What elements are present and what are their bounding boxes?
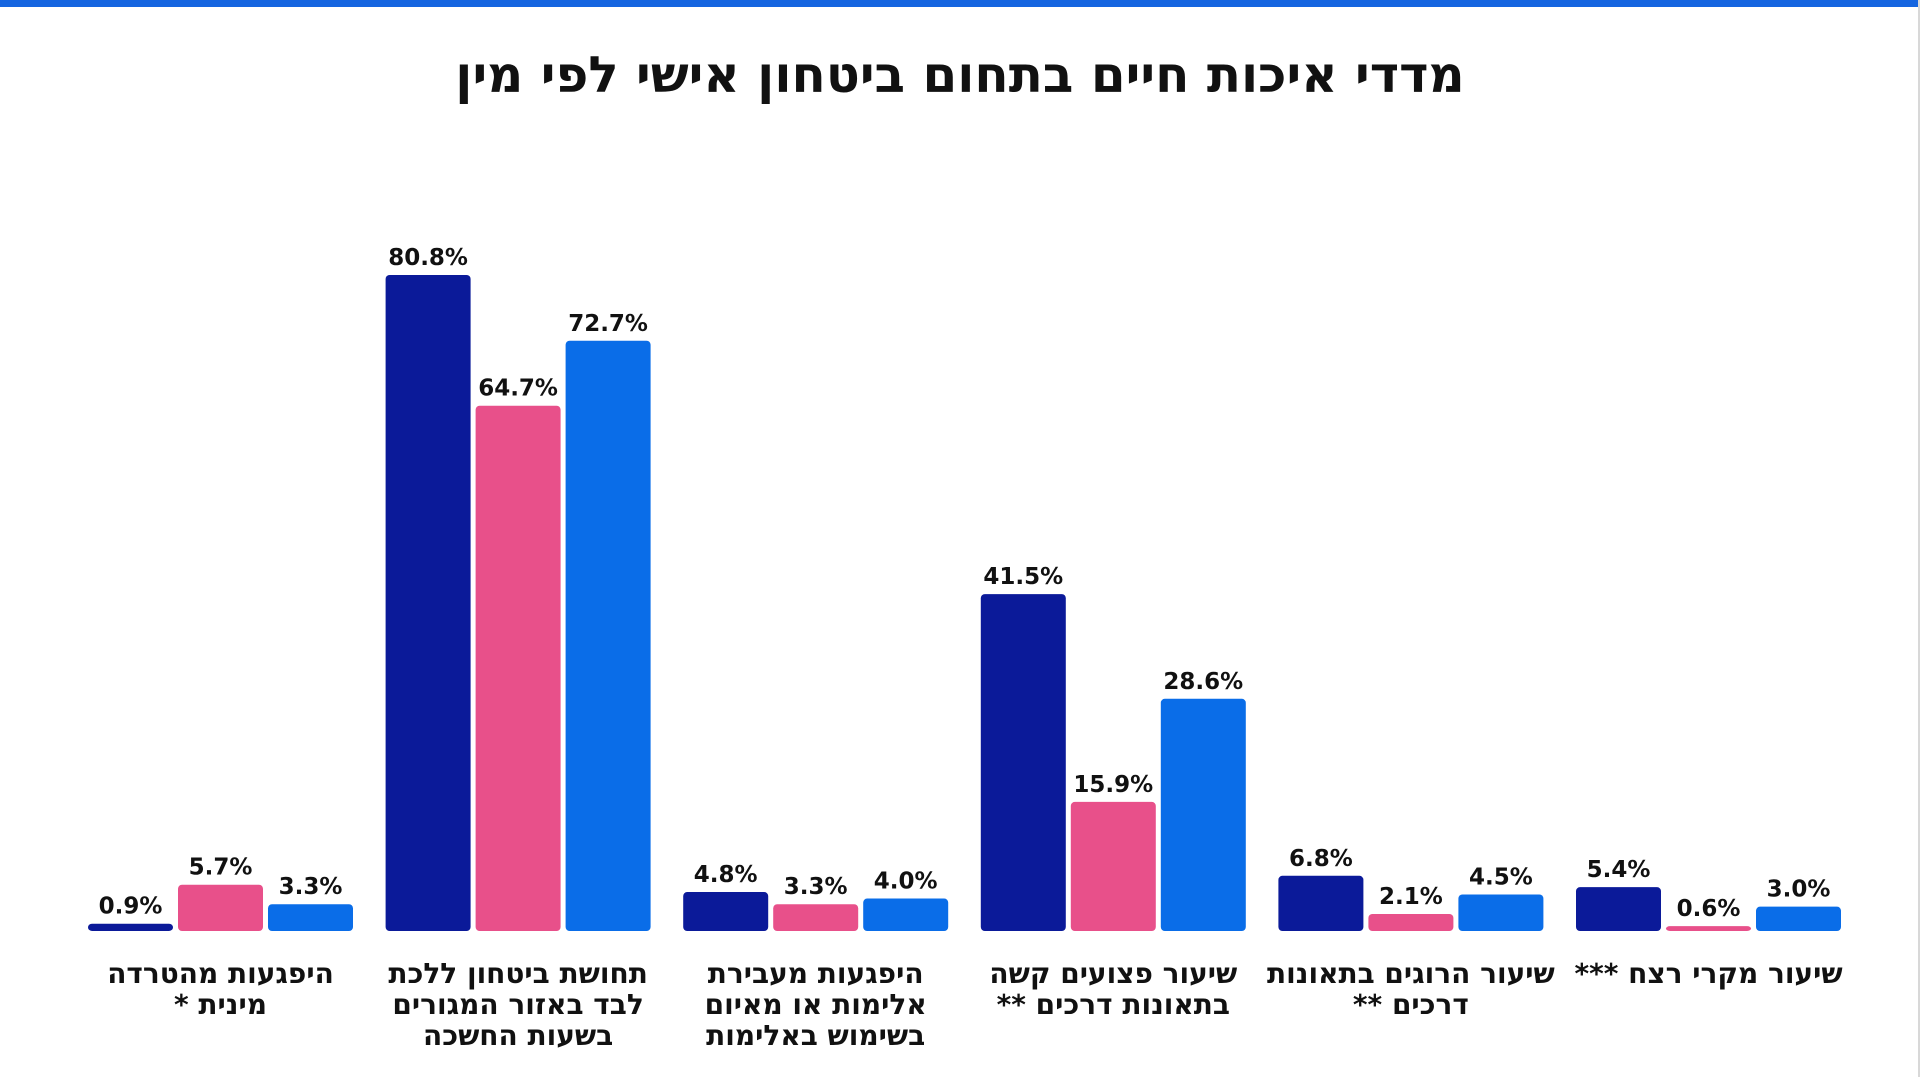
- data-label: 4.0%: [874, 869, 938, 895]
- data-label: 64.7%: [478, 376, 558, 402]
- category-label: שיעור פצועים קשה בתאונות דרכים **: [989, 957, 1238, 1021]
- data-label: 4.8%: [694, 862, 758, 888]
- bar: [863, 898, 949, 931]
- bar: [1070, 801, 1156, 931]
- data-label: 80.8%: [388, 245, 468, 271]
- data-label: 3.3%: [784, 874, 848, 900]
- data-label: 2.1%: [1379, 884, 1443, 910]
- data-label: 4.5%: [1469, 864, 1533, 890]
- data-label: 3.3%: [279, 874, 343, 900]
- category-label: היפגעות מעבירת אלימות או מאיום בשימוש בא…: [704, 957, 927, 1052]
- bar: [475, 405, 561, 931]
- bar: [1666, 926, 1751, 931]
- data-label: 72.7%: [568, 311, 648, 337]
- data-label: 41.5%: [983, 564, 1063, 590]
- bar: [268, 904, 353, 931]
- category-label: שיעור הרוגים בתאונות דרכים **: [1267, 957, 1555, 1021]
- category-label: היפגעות מהטרדה מינית *: [107, 957, 334, 1021]
- data-label: 0.9%: [99, 894, 163, 920]
- data-label: 3.0%: [1767, 877, 1831, 903]
- data-label: 15.9%: [1073, 772, 1153, 798]
- bar: [385, 275, 471, 931]
- bar: [88, 923, 173, 931]
- bar: [1368, 913, 1454, 931]
- chart-title: מדדי איכות חיים בתחום ביטחון אישי לפי מי…: [455, 46, 1465, 104]
- data-label: 5.4%: [1587, 857, 1651, 883]
- category-label: שיעור מקרי רצח ***: [1574, 957, 1843, 990]
- data-label: 28.6%: [1163, 669, 1243, 695]
- bar: [1278, 875, 1364, 931]
- bar: [773, 904, 859, 931]
- category-label: תחושת ביטחון ללכת לבד באזור המגורים בשעו…: [388, 957, 648, 1052]
- bar: [1160, 698, 1246, 931]
- top-accent-bar: [0, 0, 1920, 7]
- bar: [1576, 887, 1661, 931]
- right-edge-divider: [1918, 0, 1920, 1077]
- bar: [980, 594, 1066, 931]
- data-label: 6.8%: [1289, 846, 1353, 872]
- bar: [683, 892, 769, 931]
- data-label: 0.6%: [1677, 896, 1741, 922]
- data-label: 5.7%: [189, 855, 253, 881]
- bar: [1756, 906, 1841, 931]
- bar: [178, 884, 263, 931]
- bar: [1458, 894, 1544, 931]
- bar: [565, 340, 651, 931]
